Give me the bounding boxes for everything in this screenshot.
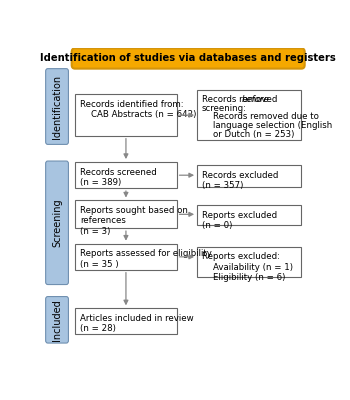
Text: before: before [242,95,270,104]
Text: Records removed due to: Records removed due to [202,112,319,121]
Text: Reports excluded
(n = 0): Reports excluded (n = 0) [202,211,277,230]
Text: Included: Included [52,299,62,341]
Text: screening:: screening: [202,104,247,113]
FancyBboxPatch shape [75,94,177,136]
FancyBboxPatch shape [46,296,69,343]
Text: Records excluded
(n = 357): Records excluded (n = 357) [202,170,278,190]
Text: Screening: Screening [52,198,62,247]
Text: Articles included in review
(n = 28): Articles included in review (n = 28) [80,314,194,333]
FancyBboxPatch shape [75,244,177,270]
Text: or Dutch (n = 253): or Dutch (n = 253) [202,130,294,139]
Text: language selection (English: language selection (English [202,121,332,130]
FancyBboxPatch shape [197,247,301,278]
Text: Identification of studies via databases and registers: Identification of studies via databases … [40,54,336,64]
FancyBboxPatch shape [75,162,177,188]
FancyBboxPatch shape [46,161,69,284]
FancyBboxPatch shape [197,165,301,186]
FancyBboxPatch shape [75,200,177,228]
Text: Reports sought based on
references
(n = 3): Reports sought based on references (n = … [80,206,188,236]
FancyBboxPatch shape [197,205,301,225]
Text: Identification: Identification [52,74,62,138]
FancyBboxPatch shape [75,308,177,334]
FancyBboxPatch shape [72,48,305,69]
Text: Records identified from:
    CAB Abstracts (n = 642): Records identified from: CAB Abstracts (… [80,100,196,119]
FancyBboxPatch shape [46,69,69,144]
Text: Records screened
(n = 389): Records screened (n = 389) [80,168,156,187]
Text: Reports assessed for eligibility
(n = 35 ): Reports assessed for eligibility (n = 35… [80,249,212,268]
Text: Records removed: Records removed [202,95,280,104]
FancyBboxPatch shape [197,90,301,140]
Text: Reports excluded:
    Availability (n = 1)
    Eligibility (n = 6): Reports excluded: Availability (n = 1) E… [202,252,293,282]
